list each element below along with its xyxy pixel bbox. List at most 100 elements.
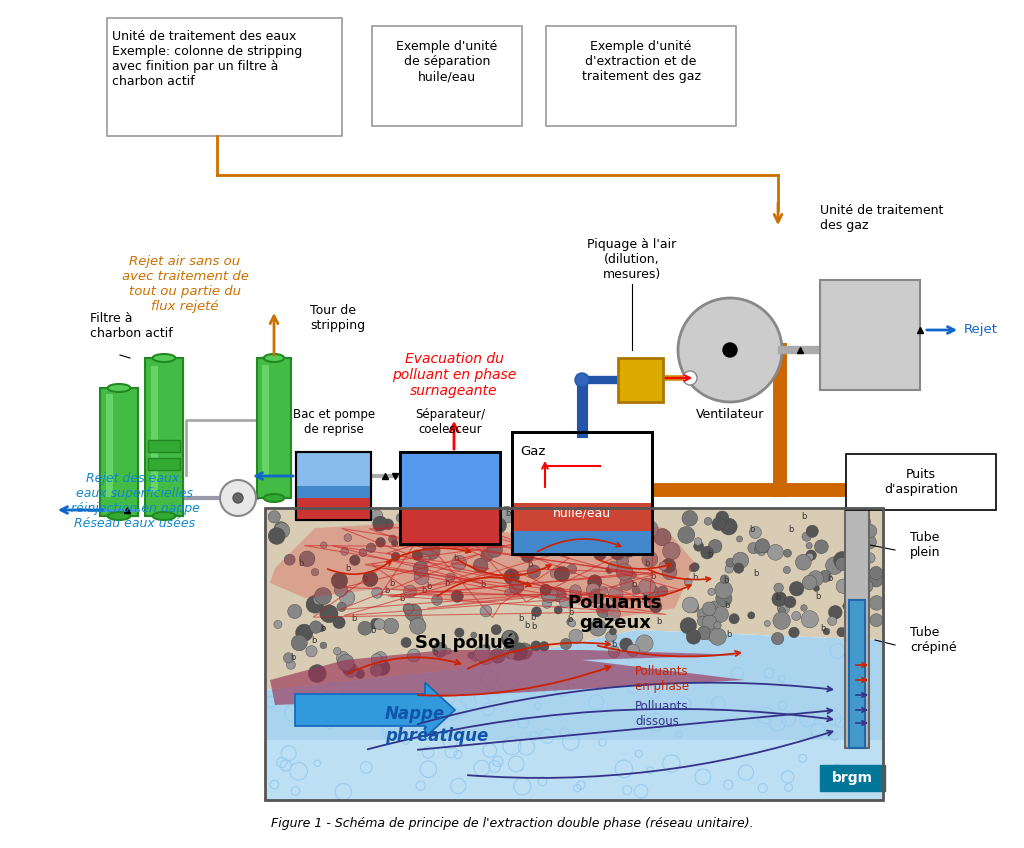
Circle shape — [697, 627, 710, 639]
Circle shape — [341, 547, 348, 555]
Text: b: b — [526, 560, 532, 569]
Circle shape — [374, 651, 387, 665]
Circle shape — [774, 583, 783, 593]
Text: b: b — [776, 594, 781, 602]
Text: b: b — [518, 614, 524, 623]
Bar — [512, 503, 652, 554]
Circle shape — [708, 589, 715, 595]
Text: b: b — [567, 616, 572, 624]
Circle shape — [541, 586, 557, 603]
Circle shape — [530, 641, 541, 651]
Text: b: b — [371, 626, 376, 635]
Circle shape — [627, 644, 639, 656]
Circle shape — [755, 545, 763, 554]
Ellipse shape — [575, 373, 589, 387]
Bar — [296, 452, 371, 520]
Circle shape — [419, 512, 433, 527]
Bar — [618, 358, 663, 402]
Circle shape — [854, 594, 863, 603]
Circle shape — [458, 511, 475, 528]
FancyArrow shape — [295, 683, 455, 738]
Circle shape — [613, 596, 625, 607]
Text: b: b — [801, 511, 806, 521]
Circle shape — [618, 509, 636, 526]
Circle shape — [851, 623, 859, 632]
Circle shape — [531, 607, 542, 616]
Circle shape — [479, 650, 493, 665]
Circle shape — [492, 518, 507, 533]
Circle shape — [374, 619, 385, 630]
Circle shape — [273, 621, 282, 628]
Bar — [546, 26, 736, 126]
Circle shape — [349, 555, 360, 566]
Text: b: b — [644, 559, 649, 568]
Circle shape — [319, 609, 331, 620]
Ellipse shape — [108, 512, 130, 520]
Polygon shape — [270, 650, 745, 705]
Circle shape — [284, 653, 294, 663]
Text: b: b — [827, 574, 834, 583]
Circle shape — [452, 555, 467, 570]
Circle shape — [709, 539, 722, 553]
Circle shape — [778, 607, 785, 614]
Circle shape — [601, 544, 609, 553]
Circle shape — [220, 480, 256, 516]
Circle shape — [663, 565, 677, 580]
Ellipse shape — [153, 512, 175, 520]
Text: b: b — [607, 541, 612, 550]
Circle shape — [788, 628, 799, 638]
Circle shape — [355, 669, 365, 678]
Bar — [148, 458, 180, 470]
Circle shape — [869, 595, 884, 611]
Circle shape — [736, 536, 742, 542]
Circle shape — [311, 568, 318, 576]
Circle shape — [823, 628, 829, 635]
Text: b: b — [444, 579, 450, 588]
Circle shape — [285, 555, 295, 565]
Bar — [105, 394, 114, 497]
Circle shape — [802, 532, 811, 541]
Circle shape — [714, 622, 721, 629]
Ellipse shape — [264, 494, 285, 502]
Text: b: b — [531, 622, 537, 631]
Circle shape — [321, 542, 327, 549]
Circle shape — [764, 621, 770, 627]
Circle shape — [492, 625, 501, 635]
Circle shape — [586, 583, 600, 597]
Circle shape — [396, 513, 406, 522]
Text: b: b — [480, 580, 486, 589]
Circle shape — [808, 571, 823, 586]
Circle shape — [806, 550, 816, 561]
Circle shape — [589, 516, 599, 526]
Bar — [151, 365, 159, 493]
Polygon shape — [270, 518, 695, 618]
Circle shape — [376, 538, 385, 547]
Circle shape — [569, 585, 582, 597]
Circle shape — [703, 624, 720, 640]
Circle shape — [340, 590, 355, 605]
Circle shape — [473, 558, 488, 573]
Circle shape — [678, 298, 782, 402]
Circle shape — [391, 540, 398, 546]
Circle shape — [274, 522, 288, 536]
Circle shape — [554, 566, 569, 582]
Text: Figure 1 - Schéma de principe de l'extraction double phase (réseau unitaire).: Figure 1 - Schéma de principe de l'extra… — [270, 817, 754, 830]
Circle shape — [869, 614, 883, 627]
Bar — [400, 452, 500, 544]
Text: b: b — [611, 640, 616, 650]
Circle shape — [712, 517, 725, 531]
Circle shape — [715, 581, 732, 599]
Circle shape — [288, 605, 302, 618]
Circle shape — [697, 627, 711, 640]
Circle shape — [827, 616, 837, 626]
Circle shape — [343, 663, 358, 678]
Text: b: b — [454, 554, 459, 563]
Text: brgm: brgm — [831, 771, 872, 785]
Circle shape — [287, 661, 296, 669]
Circle shape — [710, 628, 726, 645]
Circle shape — [725, 565, 733, 573]
Circle shape — [616, 555, 629, 567]
Bar — [512, 432, 652, 554]
Circle shape — [806, 525, 818, 538]
Text: b: b — [421, 586, 427, 594]
